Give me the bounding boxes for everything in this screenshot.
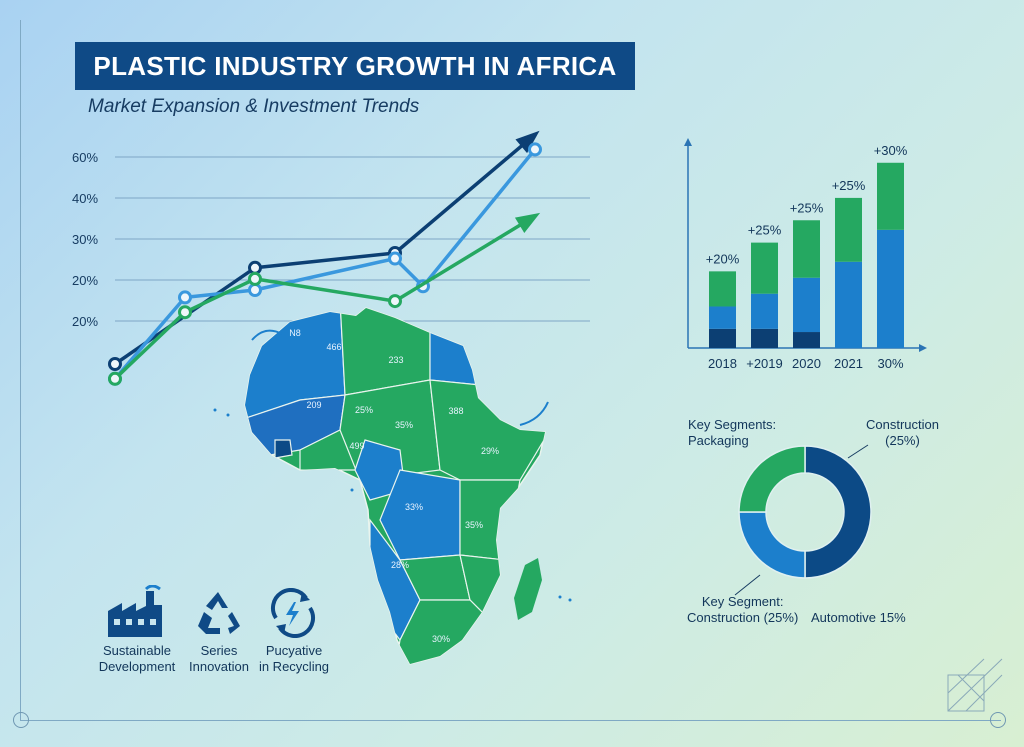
icon-label-line: in Recycling [258,659,330,674]
bar-segment [835,197,862,262]
data-point [248,271,262,286]
bar-segment [709,271,736,307]
region-label: 35% [465,520,483,530]
bar-segment [751,242,778,294]
region-label: 233 [388,355,403,365]
donut-label-bottom: Key Segment: Construction (25%) [687,594,798,626]
y-tick-label: 40% [72,191,98,206]
x-axis-arrow [919,344,927,352]
data-point [388,294,402,309]
corner-circle-bottom-right [990,712,1006,728]
icon-label-line: Development [98,659,176,674]
icon-label-series: Series Innovation [188,643,250,675]
donut-label-title: Construction [866,417,939,432]
y-tick-label: 20% [72,273,98,288]
donut-label-bottom-right: Automotive 15% [811,610,906,625]
y-tick-label: 60% [72,150,98,165]
x-tick-label: 30% [877,356,903,371]
data-point [108,371,122,386]
region-chad [354,439,406,501]
data-point [178,290,192,305]
x-tick-label: 2020 [792,356,821,371]
region-label: 35% [395,420,413,430]
series-arrowhead [514,212,541,234]
decorative-frame [20,20,1001,721]
donut-label-top-left: Key Segments: Packaging [688,417,776,449]
energy-recycle-icon [270,588,316,638]
bar-segment [835,261,862,348]
bar-segment [793,332,820,348]
series-line [113,148,537,380]
donut-slice [738,511,806,579]
geometric-ornament [947,658,1003,712]
icon-label-sustainable: Sustainable Development [90,643,184,675]
region-label: 388 [448,406,463,416]
donut-label-sub: Packaging [688,433,749,448]
x-tick-label: 2018 [708,356,737,371]
leader-line [847,444,869,459]
leader-line [734,574,761,596]
page-subtitle: Market Expansion & Investment Trends [88,96,420,117]
growth-label: +20% [706,251,740,266]
data-point [388,251,402,266]
bar-segment [709,306,736,329]
bar-segment [877,229,904,348]
madagascar [514,558,542,620]
icon-label-line: Innovation [189,659,249,674]
data-point [178,305,192,320]
region-label: 28% [391,560,409,570]
series-arrowhead [515,130,540,154]
donut-label-title: Key Segments: [688,417,777,432]
donut-label-title: Key Segment: [701,594,784,609]
region-dots [274,439,293,459]
bar-segment [877,162,904,230]
growth-label: +25% [790,200,824,215]
y-tick-label: 30% [72,232,98,247]
flow-arrow-icon [251,329,283,341]
bar-segment [793,220,820,278]
icon-label-line: Sustainable [103,643,171,658]
y-tick-label: 20% [72,314,98,329]
title-banner: PLASTIC INDUSTRY GROWTH IN AFRICA [75,42,635,90]
region-label: 499 [349,441,364,451]
donut-slice [804,445,872,579]
data-point [108,357,122,371]
donut-label-top-right: Construction (25%) [866,417,939,449]
flow-arrow-icon [519,401,549,426]
bar-segment [709,328,736,348]
donut-label-sub: Construction (25%) [687,610,799,625]
growth-label: +25% [832,178,866,193]
region-label: 25% [355,405,373,415]
bar-segment [793,277,820,333]
icon-label-line: Pucyative [265,643,323,658]
donut-slice [738,445,806,513]
bar-segment [751,293,778,329]
region-label: N8 [289,328,301,338]
region-label: 209 [306,400,321,410]
data-point [528,142,542,157]
bar-segment [751,328,778,348]
icon-label-line: Series [200,643,238,658]
x-tick-label: 2021 [834,356,863,371]
icon-label-pucyative: Pucyative in Recycling [252,643,336,675]
growth-label: +25% [748,223,782,238]
growth-label: +30% [874,143,908,158]
factory-icon [108,585,162,637]
donut-label-sub: (25%) [885,433,920,448]
page-title: PLASTIC INDUSTRY GROWTH IN AFRICA [93,50,617,81]
x-tick-label: +2019 [746,356,783,371]
region-label: 30% [432,634,450,644]
y-axis-arrow [684,138,692,146]
recycle-icon [198,592,240,634]
region-label: 33% [405,502,423,512]
region-label: 466 [326,342,341,352]
region-label: 29% [481,446,499,456]
corner-circle-bottom-left [13,712,29,728]
